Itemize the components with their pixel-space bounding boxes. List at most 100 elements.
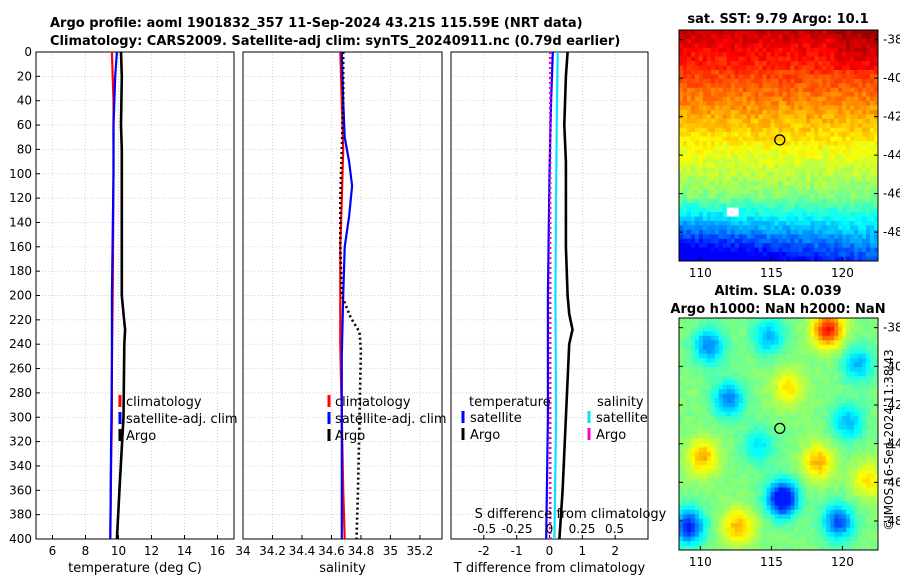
map-cell (770, 43, 775, 49)
map-cell (746, 393, 752, 399)
map-cell (838, 207, 843, 213)
map-cell (710, 216, 716, 222)
map-cell (786, 442, 791, 448)
map-cell (862, 474, 867, 480)
map-cell (802, 229, 807, 235)
map-cell (710, 335, 716, 341)
map-cell (862, 176, 867, 182)
map-cell (786, 478, 791, 484)
map-cell (694, 340, 700, 346)
map-cell (874, 335, 879, 341)
map-cell (686, 358, 692, 364)
map-cell (814, 172, 819, 177)
map-cell (858, 438, 863, 444)
map-cell (762, 243, 767, 249)
map-cell (786, 225, 791, 231)
map-cell (790, 154, 795, 160)
map-cell (706, 74, 712, 80)
map-cell (679, 185, 684, 191)
map-cell (814, 92, 819, 98)
map-cell (770, 407, 775, 413)
map-cell (754, 74, 759, 80)
map-cell (746, 358, 752, 364)
map-cell (714, 198, 720, 204)
map-cell (838, 154, 843, 160)
map-cell (810, 487, 815, 493)
map-cell (694, 243, 700, 249)
map-cell (870, 256, 875, 262)
map-cell (702, 353, 708, 359)
map-cell (818, 434, 823, 439)
map-cell (686, 56, 692, 62)
map-cell (774, 154, 779, 160)
map-cell (758, 429, 763, 435)
map-cell (762, 331, 767, 337)
map-cell (774, 367, 779, 372)
map-cell (862, 145, 867, 151)
map-cell (766, 145, 771, 151)
map-cell (682, 496, 688, 502)
map-cell (726, 92, 732, 98)
map-cell (850, 92, 855, 98)
map-cell (738, 247, 744, 253)
map-cell (718, 252, 724, 257)
map-cell (786, 194, 791, 200)
map-cell (782, 69, 787, 75)
map-cell (774, 358, 779, 364)
map-cell (822, 114, 827, 120)
map-cell (686, 402, 692, 408)
map-cell (698, 487, 704, 493)
map-cell (750, 247, 756, 253)
map-cell (834, 402, 839, 408)
map-cell (822, 478, 827, 484)
map-cell (758, 451, 763, 457)
map-cell (842, 216, 847, 222)
map-cell (714, 172, 720, 177)
map-cell (770, 416, 775, 422)
map-cell (722, 34, 728, 40)
map-cell (738, 154, 744, 160)
map-cell (718, 74, 724, 80)
map-cell (682, 389, 688, 395)
map-cell (738, 349, 744, 355)
map-cell (798, 83, 803, 89)
map-cell (794, 434, 799, 439)
map-cell (714, 478, 720, 484)
map-cell (690, 87, 696, 93)
map-cell (710, 158, 716, 164)
map-cell (778, 163, 783, 169)
map-cell (778, 411, 783, 417)
map-cell (786, 229, 791, 235)
map-cell (726, 69, 732, 75)
map-cell (802, 362, 807, 368)
map-cell (726, 487, 732, 493)
map-cell (679, 158, 684, 164)
map-cell (834, 154, 839, 160)
map-cell (806, 185, 811, 191)
map-cell (754, 438, 759, 444)
map-cell (702, 207, 708, 213)
map-cell (826, 429, 831, 435)
map-cell (798, 189, 803, 195)
map-cell (686, 465, 692, 471)
map-cell (726, 234, 732, 240)
map-cell (698, 469, 704, 475)
map-cell (718, 212, 724, 217)
map-cell (874, 52, 879, 58)
map-cell (706, 451, 712, 457)
map-cell (718, 101, 724, 106)
map-cell (682, 393, 688, 399)
map-cell (790, 114, 795, 120)
map-cell (726, 483, 732, 488)
map-cell (710, 167, 716, 173)
map-cell (786, 371, 791, 377)
map-cell (730, 340, 736, 346)
map-cell (802, 460, 807, 466)
map-cell (822, 349, 827, 355)
map-cell (682, 456, 688, 462)
map-cell (730, 176, 736, 182)
map-cell (679, 247, 684, 253)
map-y-tick-label: -42 (883, 110, 900, 124)
map-cell (718, 434, 724, 439)
map-cell (682, 34, 688, 40)
